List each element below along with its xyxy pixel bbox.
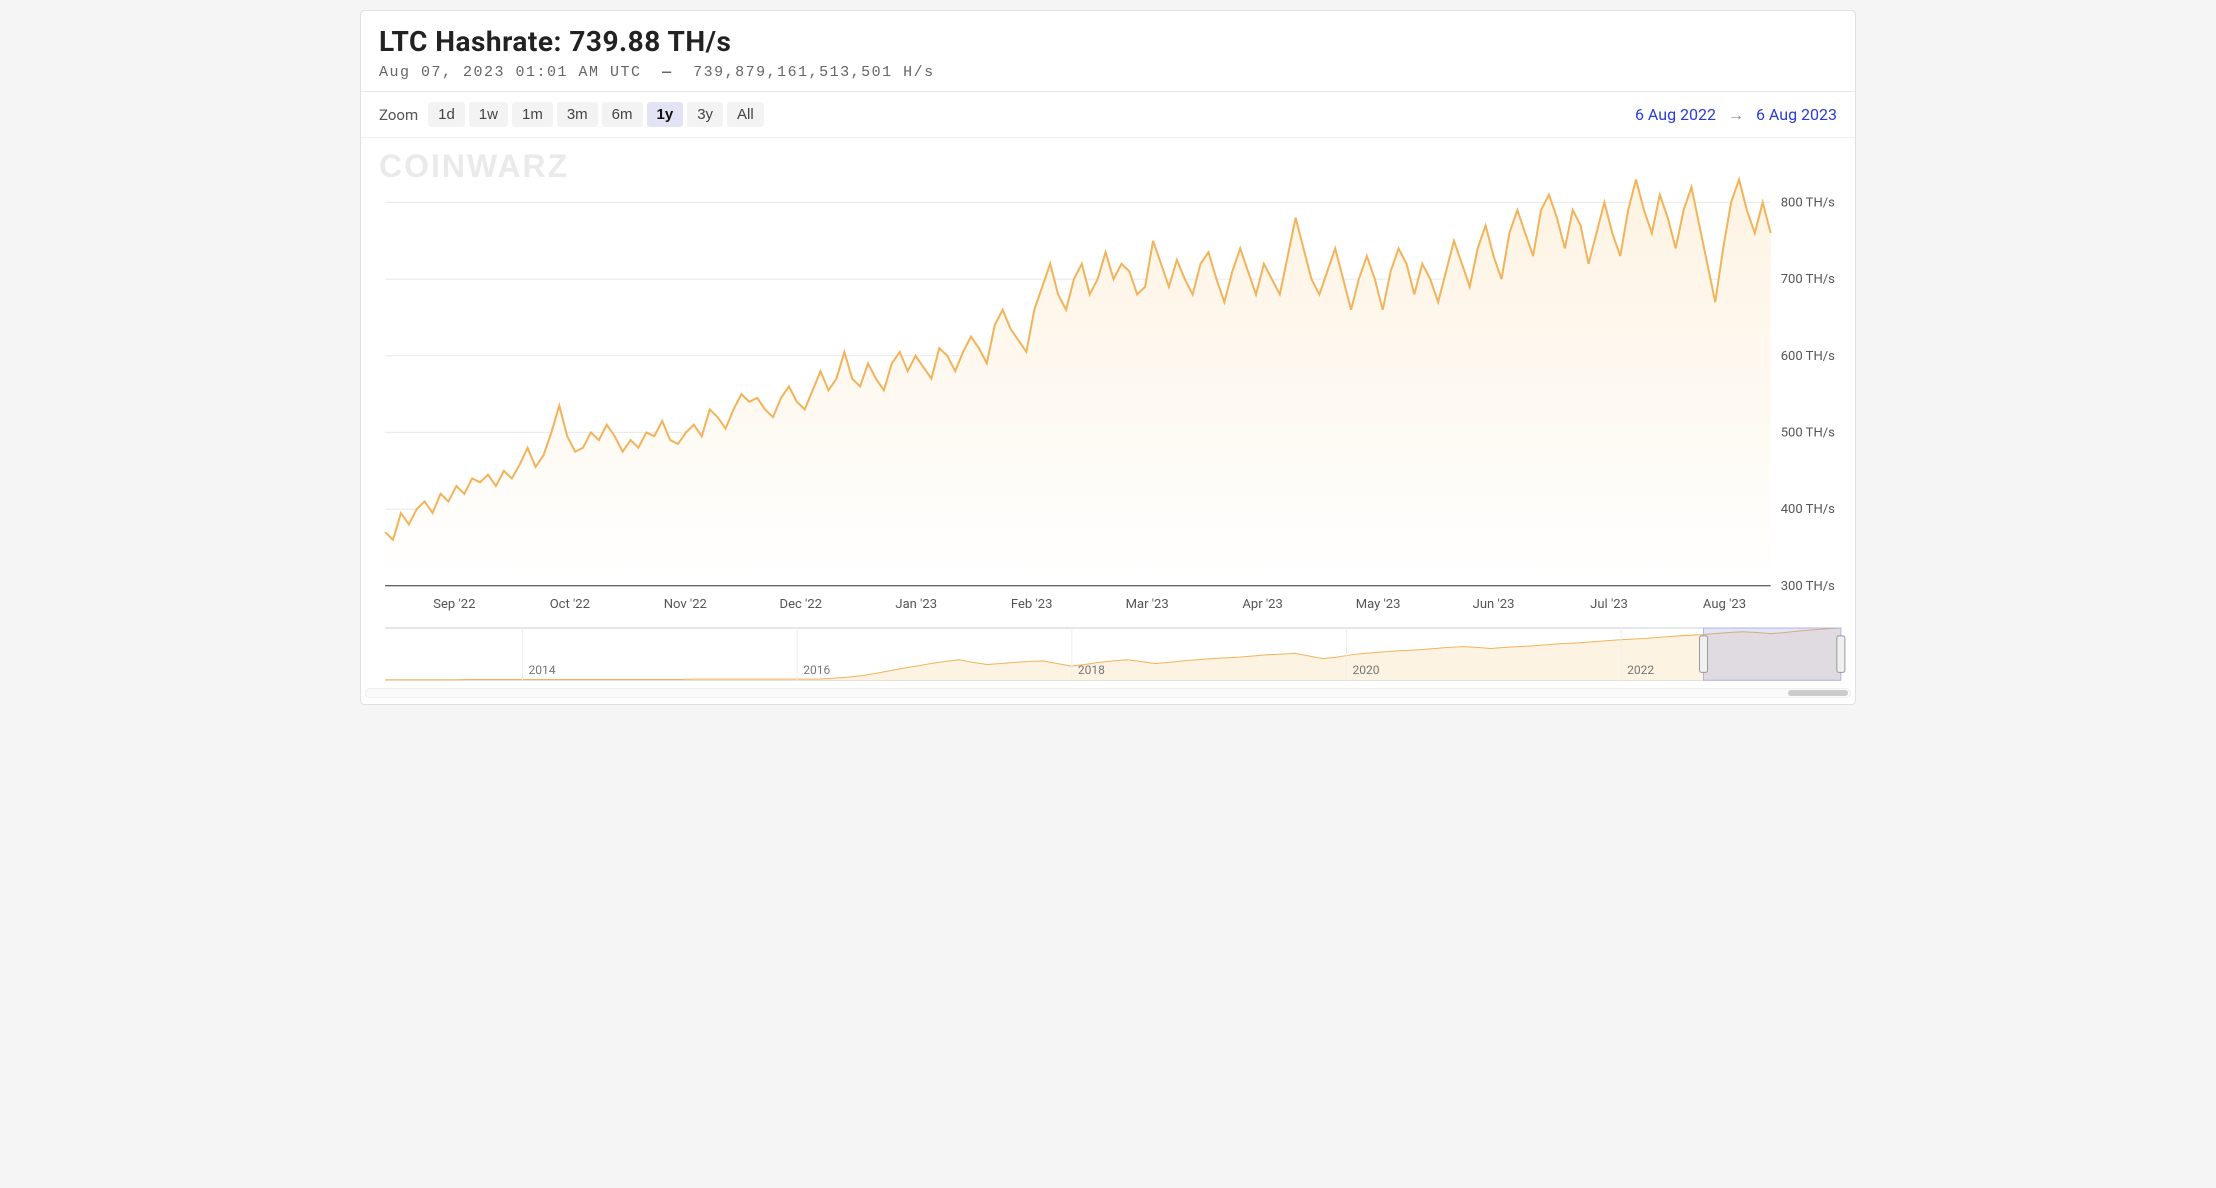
svg-text:800 TH/s: 800 TH/s (1781, 195, 1835, 210)
separator-dash: — (662, 64, 673, 81)
date-from[interactable]: 6 Aug 2022 (1635, 105, 1716, 124)
svg-text:Mar '23: Mar '23 (1126, 597, 1169, 612)
header: LTC Hashrate: 739.88 TH/s Aug 07, 2023 0… (361, 11, 1855, 91)
svg-text:400 TH/s: 400 TH/s (1781, 502, 1835, 517)
chart-panel: Zoom 1d1w1m3m6m1y3yAll 6 Aug 2022 → 6 Au… (361, 91, 1855, 698)
zoom-button-3m[interactable]: 3m (557, 102, 598, 127)
brush-handle-right[interactable] (1837, 636, 1845, 673)
svg-text:600 TH/s: 600 TH/s (1781, 349, 1835, 364)
svg-text:Apr '23: Apr '23 (1242, 597, 1282, 612)
svg-text:Jun '23: Jun '23 (1473, 597, 1515, 612)
brush-handle-left[interactable] (1700, 636, 1708, 673)
main-chart-svg: 300 TH/s 400 TH/s 500 TH/s 600 TH/s 700 TH/s… (365, 144, 1851, 626)
svg-text:Jul '23: Jul '23 (1590, 597, 1628, 612)
zoom-button-1m[interactable]: 1m (512, 102, 553, 127)
zoom-button-1w[interactable]: 1w (469, 102, 508, 127)
svg-text:Feb '23: Feb '23 (1011, 597, 1053, 612)
title-prefix: LTC Hashrate: (379, 25, 562, 58)
svg-text:Dec '22: Dec '22 (780, 597, 823, 612)
svg-text:Jan '23: Jan '23 (895, 597, 937, 612)
zoom-button-1d[interactable]: 1d (428, 102, 465, 127)
svg-text:700 TH/s: 700 TH/s (1781, 272, 1835, 287)
svg-text:500 TH/s: 500 TH/s (1781, 425, 1835, 440)
svg-text:2014: 2014 (529, 663, 556, 677)
zoom-label: Zoom (379, 106, 418, 124)
svg-text:Aug '23: Aug '23 (1703, 597, 1746, 612)
date-range: 6 Aug 2022 → 6 Aug 2023 (1635, 105, 1837, 125)
navigator-scrollbar[interactable] (365, 688, 1851, 698)
svg-text:2020: 2020 (1352, 663, 1379, 677)
scrollbar-thumb[interactable] (1788, 690, 1848, 696)
svg-text:Sep '22: Sep '22 (433, 597, 475, 612)
arrow-icon: → (1728, 105, 1744, 124)
navigator-panel[interactable]: 2014 2016 2018 2020 2022 (361, 626, 1855, 686)
zoom-button-6m[interactable]: 6m (602, 102, 643, 127)
svg-text:2018: 2018 (1078, 663, 1105, 677)
zoom-button-all[interactable]: All (727, 102, 764, 127)
svg-text:300 TH/s: 300 TH/s (1781, 579, 1835, 594)
zoom-button-3y[interactable]: 3y (687, 102, 723, 127)
svg-text:2016: 2016 (803, 663, 830, 677)
timestamp: Aug 07, 2023 01:01 AM UTC (379, 64, 642, 81)
zoom-button-1y[interactable]: 1y (647, 102, 684, 127)
title-value: 739.88 TH/s (569, 25, 731, 58)
svg-text:May '23: May '23 (1356, 597, 1401, 612)
watermark-logo: COINWARZ (379, 148, 569, 185)
svg-text:2022: 2022 (1627, 663, 1654, 677)
svg-text:Oct '22: Oct '22 (550, 597, 590, 612)
main-plot-area[interactable]: COINWARZ 300 TH/s 400 TH/s 500 TH/s 600 TH/… (361, 138, 1855, 626)
chart-title: LTC Hashrate: 739.88 TH/s (379, 25, 1837, 58)
raw-hashrate-value: 739,879,161,513,501 H/s (693, 64, 935, 81)
subtitle: Aug 07, 2023 01:01 AM UTC — 739,879,161,… (379, 64, 1837, 81)
navigator-svg: 2014 2016 2018 2020 2022 (365, 626, 1851, 682)
chart-container: LTC Hashrate: 739.88 TH/s Aug 07, 2023 0… (360, 10, 1856, 705)
toolbar: Zoom 1d1w1m3m6m1y3yAll 6 Aug 2022 → 6 Au… (361, 92, 1855, 138)
svg-text:Nov '22: Nov '22 (664, 597, 707, 612)
zoom-buttons: 1d1w1m3m6m1y3yAll (428, 102, 768, 127)
date-to[interactable]: 6 Aug 2023 (1756, 105, 1837, 124)
